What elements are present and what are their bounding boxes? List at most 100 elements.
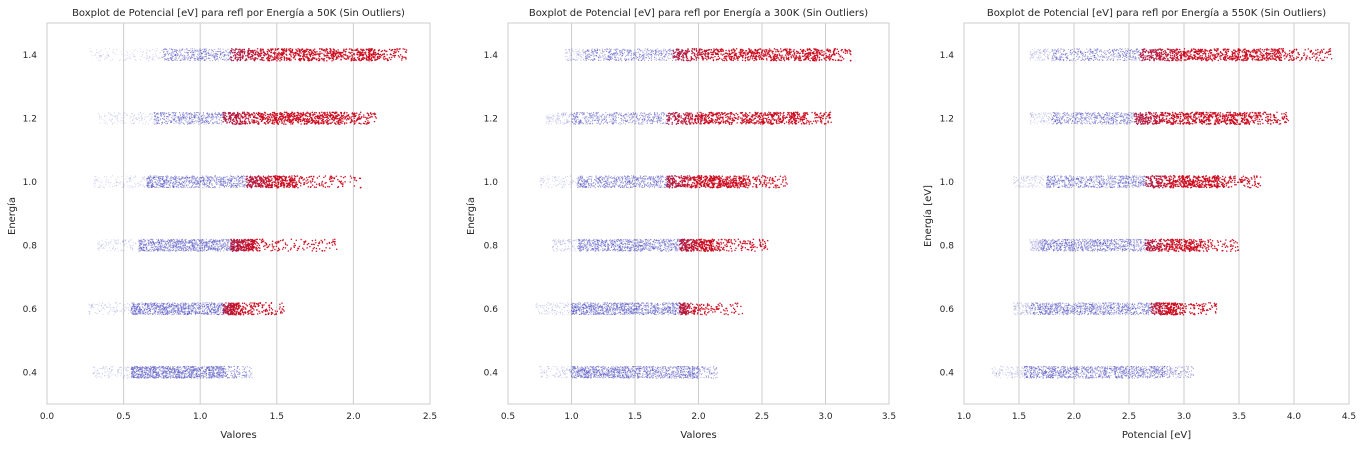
data-point bbox=[277, 187, 279, 189]
data-point bbox=[233, 183, 234, 184]
data-point bbox=[206, 239, 207, 240]
data-point bbox=[216, 313, 217, 314]
data-point bbox=[132, 311, 133, 312]
data-point bbox=[195, 313, 196, 314]
data-point bbox=[183, 304, 184, 305]
data-point bbox=[148, 243, 149, 244]
data-point bbox=[213, 243, 214, 244]
data-point bbox=[93, 367, 94, 368]
data-point bbox=[212, 372, 213, 373]
data-point bbox=[171, 311, 172, 312]
data-point bbox=[178, 313, 179, 314]
data-point bbox=[153, 305, 154, 306]
data-point bbox=[150, 302, 151, 303]
data-point bbox=[237, 371, 238, 372]
data-point bbox=[130, 244, 131, 245]
data-point bbox=[131, 302, 132, 303]
data-point bbox=[199, 376, 200, 377]
data-point bbox=[170, 307, 171, 308]
data-point bbox=[252, 245, 254, 247]
data-point bbox=[180, 303, 181, 304]
data-point bbox=[141, 371, 142, 372]
data-point bbox=[265, 314, 267, 316]
data-point bbox=[194, 241, 195, 242]
data-point bbox=[132, 249, 133, 250]
data-point bbox=[138, 246, 139, 247]
data-point bbox=[147, 307, 148, 308]
data-point bbox=[202, 239, 203, 240]
data-point bbox=[229, 303, 231, 305]
data-point bbox=[274, 181, 276, 183]
data-point bbox=[202, 302, 203, 303]
data-point bbox=[108, 371, 109, 372]
data-point bbox=[249, 304, 251, 306]
data-point bbox=[169, 183, 170, 184]
data-point bbox=[142, 369, 143, 370]
data-point bbox=[283, 306, 285, 308]
data-point bbox=[168, 371, 169, 372]
data-point bbox=[195, 244, 196, 245]
data-point bbox=[216, 377, 217, 378]
data-point bbox=[230, 248, 232, 250]
data-point bbox=[194, 250, 195, 251]
data-point bbox=[251, 241, 253, 243]
data-point bbox=[242, 310, 244, 312]
data-point bbox=[180, 372, 181, 373]
data-point bbox=[142, 311, 143, 312]
data-point bbox=[118, 371, 119, 372]
data-point bbox=[224, 375, 225, 376]
data-point bbox=[160, 307, 161, 308]
data-point bbox=[198, 302, 199, 303]
data-point bbox=[140, 184, 141, 185]
data-point bbox=[91, 306, 92, 307]
data-point bbox=[166, 312, 167, 313]
data-point bbox=[201, 242, 202, 243]
data-point bbox=[138, 310, 139, 311]
data-point bbox=[261, 183, 263, 185]
data-point bbox=[297, 248, 299, 250]
data-point bbox=[143, 249, 144, 250]
data-point bbox=[230, 247, 231, 248]
data-point bbox=[107, 371, 108, 372]
data-point bbox=[201, 313, 202, 314]
data-point bbox=[211, 366, 212, 367]
data-point bbox=[165, 375, 166, 376]
data-point bbox=[223, 308, 225, 310]
data-point bbox=[199, 305, 200, 306]
data-point bbox=[196, 369, 197, 370]
data-point bbox=[158, 375, 159, 376]
data-point bbox=[261, 185, 263, 187]
data-point bbox=[164, 247, 165, 248]
data-point bbox=[101, 310, 102, 311]
data-point bbox=[253, 244, 255, 246]
data-point bbox=[117, 176, 118, 177]
data-point bbox=[180, 244, 181, 245]
data-point bbox=[334, 243, 336, 245]
data-point bbox=[222, 366, 223, 367]
data-point bbox=[123, 239, 124, 240]
data-point bbox=[132, 245, 133, 246]
data-point bbox=[285, 247, 287, 249]
data-point bbox=[250, 375, 251, 376]
data-point bbox=[128, 375, 129, 376]
data-point bbox=[220, 246, 221, 247]
data-point bbox=[216, 179, 217, 180]
data-point bbox=[167, 247, 168, 248]
data-point bbox=[261, 178, 263, 180]
data-point bbox=[155, 376, 156, 377]
data-point bbox=[188, 248, 189, 249]
data-point bbox=[156, 377, 157, 378]
data-point bbox=[113, 246, 114, 247]
data-point bbox=[223, 250, 224, 251]
data-point bbox=[242, 372, 243, 373]
data-point bbox=[138, 376, 139, 377]
data-point bbox=[112, 248, 113, 249]
data-point bbox=[212, 308, 213, 309]
data-point bbox=[172, 302, 173, 303]
data-point bbox=[334, 177, 336, 179]
data-point bbox=[181, 377, 182, 378]
data-point bbox=[302, 179, 304, 181]
data-point bbox=[205, 244, 206, 245]
data-point bbox=[107, 313, 108, 314]
data-point bbox=[314, 181, 316, 183]
